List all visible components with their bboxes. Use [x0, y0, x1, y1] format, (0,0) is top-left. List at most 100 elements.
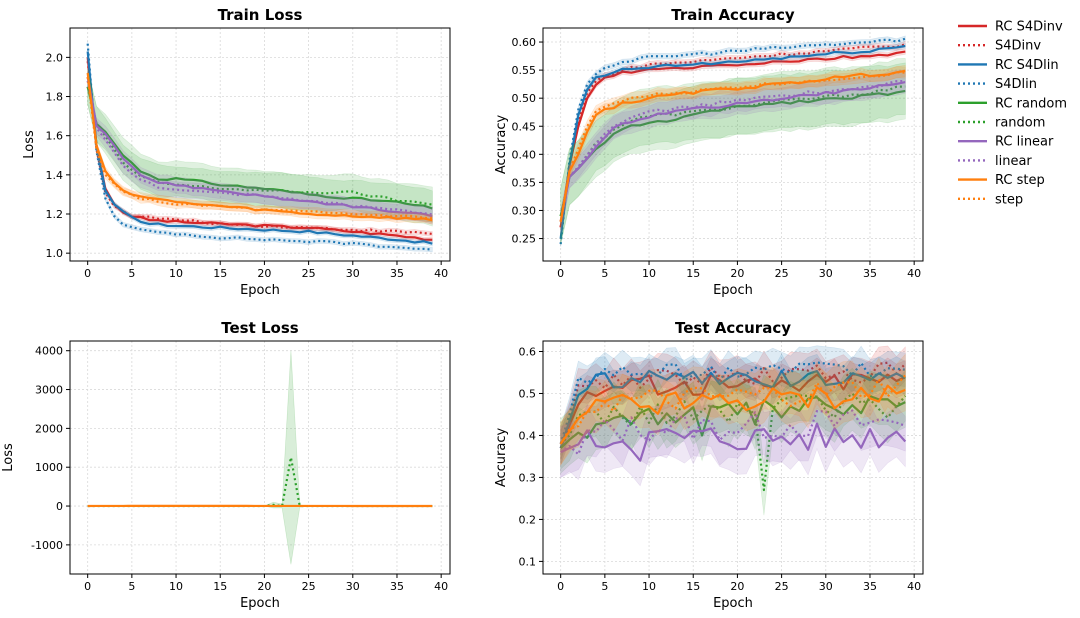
band-rc-step: [560, 64, 906, 228]
x-tick-label: 35: [863, 580, 877, 593]
y-tick-label: 3000: [35, 384, 63, 397]
band-step: [87, 72, 433, 223]
x-tick-label: 20: [730, 267, 744, 280]
y-tick-label: 0.1: [519, 555, 537, 568]
band-random: [560, 367, 906, 516]
x-tick-label: 10: [169, 580, 183, 593]
chart-title: Train Loss: [218, 6, 303, 24]
series-line-linear: [560, 409, 906, 456]
x-tick-label: 20: [257, 580, 271, 593]
x-tick-label: 40: [434, 580, 448, 593]
series-line-s4dlin: [86, 43, 433, 251]
series-line-rc-s4dlin: [559, 44, 906, 239]
y-tick-label: 0.25: [512, 233, 537, 246]
band-random: [87, 350, 433, 565]
series-line-rc-step: [559, 69, 906, 222]
x-tick-label: 40: [907, 267, 921, 280]
x-tick-label: 0: [84, 267, 91, 280]
x-tick-label: 25: [302, 580, 316, 593]
grid: [543, 341, 923, 574]
y-tick-label: 0.35: [512, 176, 537, 189]
y-tick-label: -1000: [31, 539, 63, 552]
legend-label: S4Dlin: [995, 77, 1037, 92]
axes-frame: [69, 27, 451, 262]
legend-label: step: [995, 192, 1023, 207]
y-tick-label: 0.6: [519, 345, 537, 358]
x-tick-label: 30: [819, 267, 833, 280]
series-group: [559, 35, 906, 247]
y-axis-label: Accuracy: [494, 115, 509, 175]
band-rc-s4dlin: [87, 49, 433, 247]
band-random: [560, 58, 906, 245]
series-group: [87, 350, 433, 565]
x-tick-label: 0: [84, 580, 91, 593]
x-tick-label: 15: [686, 267, 700, 280]
band-rc-step: [87, 69, 433, 225]
legend-label: RC S4Dlin: [995, 58, 1059, 73]
band-rc-random: [560, 370, 906, 474]
legend-label: RC step: [995, 173, 1045, 188]
series-group: [559, 345, 907, 516]
x-tick-label: 30: [346, 267, 360, 280]
x-tick-label: 35: [390, 267, 404, 280]
band-s4dlin: [87, 41, 433, 253]
legend-item: S4Dinv: [958, 39, 1041, 54]
y-tick-label: 2000: [35, 422, 63, 435]
legend-label: RC random: [995, 96, 1067, 111]
legend-item: RC linear: [958, 135, 1054, 150]
chart-panel-3: 0 5 10 15 20 25 30 35 40 -1000 0 1000 2000 3000 4000 Te…: [1, 319, 451, 611]
y-tick-label: 0.60: [512, 36, 537, 49]
series-line-rc-random: [86, 86, 433, 210]
x-axis-label: Epoch: [240, 596, 280, 611]
x-axis-label: Epoch: [713, 596, 753, 611]
series-line-step: [559, 374, 907, 445]
y-tick-label: 0.30: [512, 204, 537, 217]
x-tick-label: 15: [213, 267, 227, 280]
legend-item: RC random: [958, 96, 1067, 111]
x-tick-label: 10: [642, 267, 656, 280]
series-line-rc-random: [559, 89, 906, 217]
legend-item: RC S4Dlin: [958, 58, 1059, 73]
axes-frame: [69, 340, 451, 575]
x-tick-label: 5: [601, 580, 608, 593]
y-axis-label: Loss: [1, 443, 16, 472]
band-linear: [560, 69, 906, 233]
y-tick-label: 1000: [35, 461, 63, 474]
x-tick-label: 25: [775, 267, 789, 280]
axes-frame: [542, 340, 924, 575]
axes-frame: [542, 27, 924, 262]
series-line-rc-s4dinv: [86, 57, 433, 241]
legend-label: linear: [995, 154, 1032, 169]
y-tick-label: 0.4: [519, 429, 537, 442]
x-tick-label: 20: [730, 580, 744, 593]
series-line-s4dinv: [559, 43, 906, 228]
x-tick-label: 35: [390, 580, 404, 593]
y-tick-label: 0.3: [519, 471, 537, 484]
series-line-rc-s4dlin: [86, 51, 433, 245]
series-line-rc-linear: [560, 422, 907, 462]
band-rc-linear: [560, 397, 906, 487]
y-tick-label: 1.8: [46, 91, 64, 104]
series-line-random: [87, 456, 433, 508]
band-rc-random: [87, 69, 433, 227]
legend-label: S4Dinv: [995, 39, 1041, 54]
legend: RC S4Dinv S4Dinv RC S4Dlin S4Dlin RC random r…: [958, 20, 1067, 207]
y-tick-label: 4000: [35, 345, 63, 358]
x-tick-label: 40: [907, 580, 921, 593]
x-tick-label: 10: [642, 580, 656, 593]
y-tick-label: 0.5: [519, 387, 537, 400]
y-tick-label: 2.0: [46, 51, 64, 64]
y-tick-label: 0.40: [512, 148, 537, 161]
band-rc-s4dlin: [560, 42, 906, 242]
y-tick-label: 0.55: [512, 64, 537, 77]
x-tick-label: 5: [601, 267, 608, 280]
y-axis-label: Accuracy: [494, 428, 509, 488]
x-tick-label: 0: [557, 267, 564, 280]
legend-item: RC S4Dinv: [958, 20, 1063, 35]
x-tick-label: 0: [557, 580, 564, 593]
y-tick-label: 1.2: [46, 208, 64, 221]
legend-item: linear: [958, 154, 1032, 169]
x-tick-label: 15: [213, 580, 227, 593]
series-line-random: [559, 85, 906, 217]
y-axis-label: Loss: [22, 130, 37, 159]
